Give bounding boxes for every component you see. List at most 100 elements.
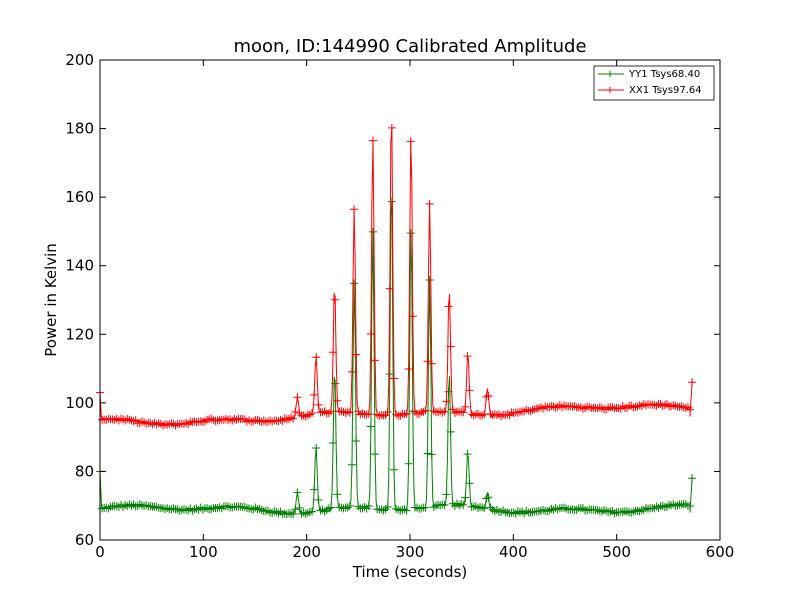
data-point — [312, 353, 321, 362]
data-point — [677, 402, 686, 411]
data-point — [595, 403, 604, 412]
data-point — [366, 422, 375, 431]
data-point — [253, 415, 262, 424]
x-tick-label: 300 — [396, 543, 425, 561]
data-point — [404, 364, 413, 373]
data-point — [654, 503, 663, 512]
data-point — [478, 411, 487, 420]
data-point — [681, 403, 690, 412]
data-point — [461, 402, 470, 411]
data-point — [129, 417, 138, 426]
data-point — [314, 400, 323, 409]
data-point — [578, 404, 587, 413]
data-point — [686, 405, 695, 414]
data-point — [585, 402, 594, 411]
chart-title: moon, ID:144990 Calibrated Amplitude — [233, 36, 586, 57]
data-point — [406, 229, 415, 238]
data-point — [568, 402, 577, 411]
data-point — [490, 507, 499, 516]
data-point — [339, 504, 348, 513]
data-point — [291, 505, 300, 514]
data-point — [293, 393, 302, 402]
legend-label-xx1: XX1 Tsys97.64 — [629, 85, 702, 96]
data-point — [610, 509, 619, 518]
legend-label-yy1: YY1 Tsys68.40 — [628, 69, 700, 80]
x-tick-label: 600 — [706, 543, 735, 561]
data-point — [228, 503, 237, 512]
data-point — [539, 404, 548, 413]
data-point — [463, 450, 472, 459]
data-point — [658, 502, 667, 511]
data-point — [112, 502, 121, 511]
data-point — [255, 504, 264, 513]
data-point — [633, 402, 642, 411]
data-point — [295, 503, 304, 512]
data-point — [362, 410, 371, 419]
x-tick-label: 100 — [189, 543, 218, 561]
data-point — [324, 409, 333, 418]
data-point — [427, 359, 436, 368]
data-point — [268, 417, 277, 426]
series-markers-0 — [96, 197, 697, 519]
x-axis-ticks: 0 100 200 300 400 500 600 — [95, 60, 734, 561]
data-point — [215, 503, 224, 512]
data-point — [276, 415, 285, 424]
data-point — [152, 420, 161, 429]
data-point — [190, 504, 199, 513]
data-point — [557, 403, 566, 412]
data-point — [606, 507, 615, 516]
data-point — [142, 501, 151, 510]
y-tick-label: 80 — [75, 462, 94, 480]
data-point — [299, 411, 308, 420]
data-point — [368, 136, 377, 145]
data-point — [427, 450, 436, 459]
data-point — [305, 410, 314, 419]
data-point — [308, 507, 317, 516]
data-point — [163, 420, 172, 429]
data-point — [650, 400, 659, 409]
data-point — [473, 409, 482, 418]
data-point — [121, 500, 130, 509]
data-point — [423, 357, 432, 366]
data-point — [614, 508, 623, 517]
y-tick-label: 60 — [75, 531, 94, 549]
data-point — [402, 506, 411, 515]
data-point — [320, 507, 329, 516]
data-point — [154, 419, 163, 428]
data-point — [482, 392, 491, 401]
y-tick-label: 180 — [65, 120, 94, 138]
data-point — [366, 329, 375, 338]
data-point — [196, 503, 205, 512]
data-point — [400, 505, 409, 514]
data-point — [637, 401, 646, 410]
data-point — [440, 501, 449, 510]
data-point — [408, 407, 417, 416]
y-tick-label: 140 — [65, 257, 94, 275]
x-tick-label: 200 — [292, 543, 321, 561]
data-point — [608, 403, 617, 412]
data-point — [681, 500, 690, 509]
data-point — [205, 415, 214, 424]
data-point — [438, 408, 447, 417]
data-point — [629, 403, 638, 412]
data-point — [318, 408, 327, 417]
data-point — [553, 505, 562, 514]
data-point — [381, 505, 390, 514]
data-point — [461, 493, 470, 502]
y-tick-label: 200 — [65, 51, 94, 69]
data-point — [352, 350, 361, 359]
data-point — [641, 401, 650, 410]
data-point — [245, 504, 254, 513]
data-point — [345, 408, 354, 417]
data-point — [368, 227, 377, 236]
data-point — [545, 506, 554, 515]
data-point — [673, 501, 682, 510]
data-point — [213, 416, 222, 425]
data-point — [392, 504, 401, 513]
data-point — [383, 407, 392, 416]
data-point — [301, 412, 310, 421]
data-point — [387, 123, 396, 132]
y-axis-ticks: 60 80 100 120 140 160 180 200 — [65, 51, 720, 549]
y-axis-label: Power in Kelvin — [42, 243, 60, 357]
data-point — [627, 401, 636, 410]
